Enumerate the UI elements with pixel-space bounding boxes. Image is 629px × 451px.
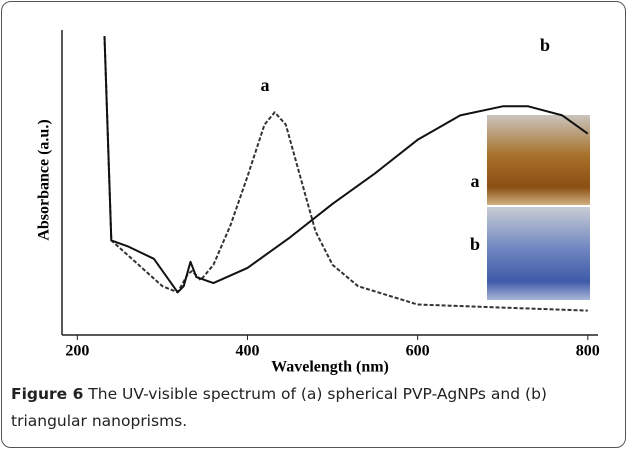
caption-label: Figure 6 [11,385,84,403]
inset-photo-a [487,115,590,205]
caption: Figure 6 The UV-visible spectrum of (a) … [11,381,611,435]
inset-label: a [471,171,480,191]
x-tick-label: 400 [235,343,259,360]
series-line [103,36,589,294]
y-axis-label: Absorbance (a.u.) [36,119,53,240]
series-line [103,36,588,312]
chart: Wavelength (nm) Absorbance (a.u.) a b a … [36,30,600,376]
inset-photo-b [487,207,590,300]
x-axis-label: Wavelength (nm) [271,359,389,376]
x-tick-label: 200 [65,343,89,360]
inset-label: b [470,234,480,254]
caption-text: The UV-visible spectrum of (a) spherical… [11,385,547,430]
x-tick-label: 800 [576,343,600,360]
curve-label: b [540,35,550,55]
curve-label: a [261,75,270,95]
x-tick-label: 600 [406,343,430,360]
